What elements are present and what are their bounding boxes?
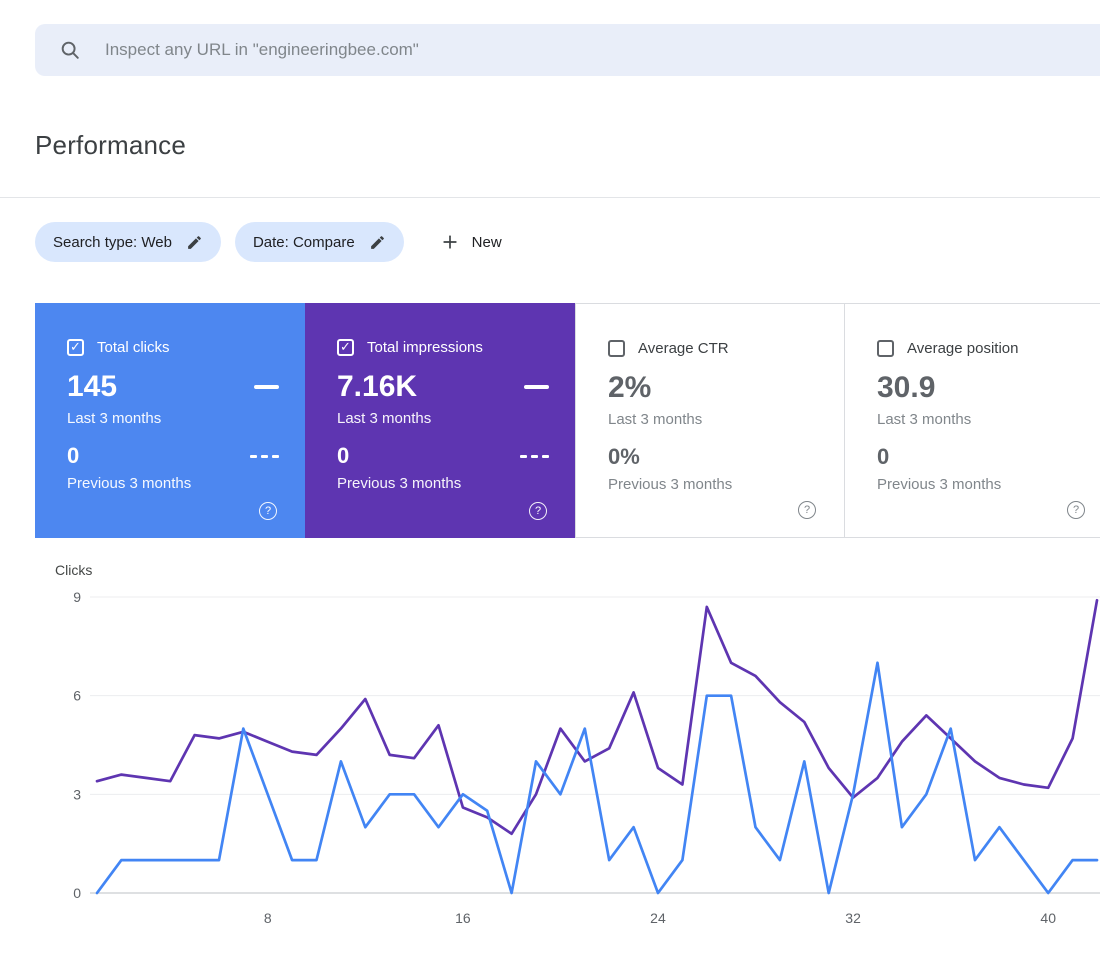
- plus-icon: [440, 232, 460, 252]
- svg-text:0: 0: [73, 885, 81, 901]
- chart-y-axis-title: Clicks: [55, 562, 1100, 578]
- metric-cards-row: Total clicks 145 Last 3 months 0 Previou…: [35, 303, 1100, 538]
- solid-line-indicator-icon: [254, 385, 279, 389]
- search-type-chip[interactable]: Search type: Web: [35, 222, 221, 262]
- page-title: Performance: [35, 130, 186, 161]
- search-type-chip-label: Search type: Web: [53, 234, 172, 251]
- new-filter-button[interactable]: New: [440, 232, 502, 252]
- unchecked-checkbox-icon[interactable]: [608, 340, 625, 357]
- metric-label: Total impressions: [367, 339, 483, 356]
- url-inspect-input[interactable]: [103, 39, 1100, 61]
- metric-label: Total clicks: [97, 339, 170, 356]
- metric-value: 7.16K: [337, 372, 417, 402]
- search-icon[interactable]: [59, 39, 81, 61]
- dashed-line-indicator-icon: [520, 455, 549, 458]
- metric-value: 2%: [608, 373, 651, 403]
- metric-previous-value: 0: [877, 446, 889, 468]
- metric-previous-value: 0%: [608, 446, 640, 468]
- dashed-line-indicator-icon: [250, 455, 279, 458]
- help-icon[interactable]: ?: [798, 501, 816, 519]
- metric-period: Last 3 months: [337, 410, 549, 427]
- svg-text:6: 6: [73, 688, 81, 704]
- unchecked-checkbox-icon[interactable]: [877, 340, 894, 357]
- filter-bar: Search type: Web Date: Compare New: [35, 222, 502, 262]
- metric-period: Last 3 months: [608, 411, 818, 428]
- performance-chart: 0 3 6 9 8 16 24 32 40: [35, 585, 1100, 937]
- metric-previous-value: 0: [337, 445, 349, 467]
- svg-text:3: 3: [73, 786, 81, 802]
- metric-previous-period: Previous 3 months: [608, 476, 818, 493]
- metric-value: 30.9: [877, 373, 935, 403]
- metric-card-average-ctr[interactable]: Average CTR 2% Last 3 months 0% Previous…: [575, 303, 845, 538]
- metric-previous-period: Previous 3 months: [337, 475, 549, 492]
- help-icon[interactable]: ?: [529, 502, 547, 520]
- date-compare-chip[interactable]: Date: Compare: [235, 222, 404, 262]
- performance-chart-section: Clicks 0 3 6 9 8 16 24 32 40: [35, 562, 1100, 937]
- svg-text:32: 32: [845, 910, 861, 926]
- metric-period: Last 3 months: [877, 411, 1087, 428]
- metric-period: Last 3 months: [67, 410, 279, 427]
- metric-label: Average CTR: [638, 340, 729, 357]
- metric-label: Average position: [907, 340, 1018, 357]
- help-icon[interactable]: ?: [259, 502, 277, 520]
- svg-text:40: 40: [1040, 910, 1056, 926]
- metric-card-total-clicks[interactable]: Total clicks 145 Last 3 months 0 Previou…: [35, 303, 305, 538]
- svg-text:8: 8: [264, 910, 272, 926]
- solid-line-indicator-icon: [524, 385, 549, 389]
- metric-previous-period: Previous 3 months: [67, 475, 279, 492]
- date-compare-chip-label: Date: Compare: [253, 234, 355, 251]
- svg-text:16: 16: [455, 910, 471, 926]
- metric-previous-period: Previous 3 months: [877, 476, 1087, 493]
- metric-card-total-impressions[interactable]: Total impressions 7.16K Last 3 months 0 …: [305, 303, 575, 538]
- new-filter-label: New: [472, 234, 502, 251]
- metric-previous-value: 0: [67, 445, 79, 467]
- section-divider: [0, 197, 1100, 198]
- help-icon[interactable]: ?: [1067, 501, 1085, 519]
- metric-card-average-position[interactable]: Average position 30.9 Last 3 months 0 Pr…: [844, 303, 1100, 538]
- edit-icon[interactable]: [186, 234, 203, 251]
- checked-checkbox-icon[interactable]: [337, 339, 354, 356]
- checked-checkbox-icon[interactable]: [67, 339, 84, 356]
- svg-text:9: 9: [73, 589, 81, 605]
- svg-text:24: 24: [650, 910, 666, 926]
- metric-value: 145: [67, 372, 117, 402]
- edit-icon[interactable]: [369, 234, 386, 251]
- url-inspection-bar[interactable]: [35, 24, 1100, 76]
